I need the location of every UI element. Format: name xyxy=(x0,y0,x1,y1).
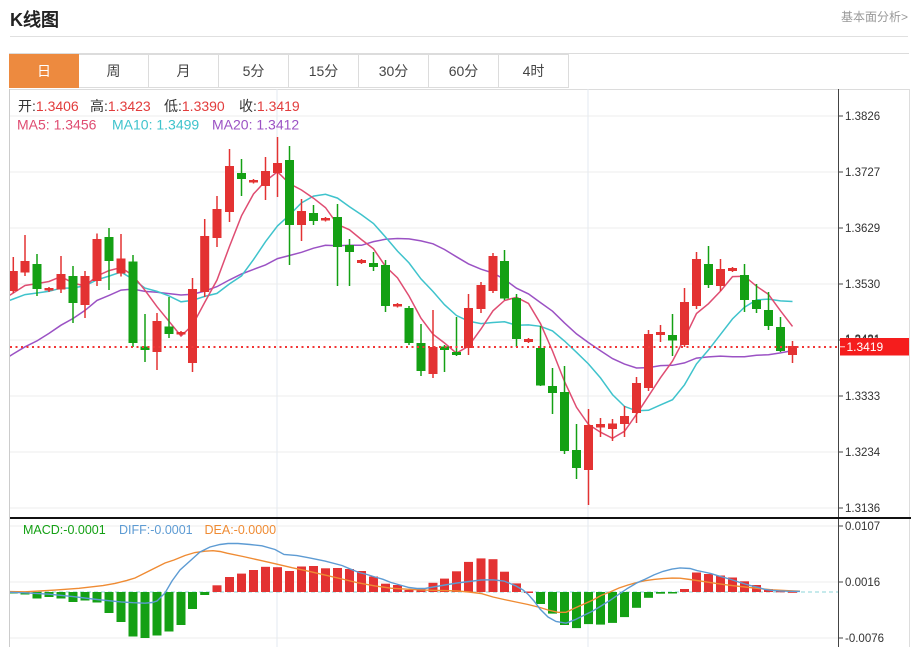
svg-text:1.3333: 1.3333 xyxy=(845,391,880,403)
svg-text:MA20: 1.3412: MA20: 1.3412 xyxy=(212,117,299,133)
svg-text:0.0016: 0.0016 xyxy=(845,577,880,589)
svg-text:1.3530: 1.3530 xyxy=(845,279,880,291)
svg-text:高:1.3423: 高:1.3423 xyxy=(90,98,151,114)
svg-text:MACD:-0.0001: MACD:-0.0001 xyxy=(23,523,106,537)
svg-text:1.3136: 1.3136 xyxy=(845,503,880,515)
svg-text:1.3826: 1.3826 xyxy=(845,111,880,123)
svg-text:DEA:-0.0000: DEA:-0.0000 xyxy=(205,523,277,537)
svg-text:1.3727: 1.3727 xyxy=(845,167,880,179)
svg-text:DIFF:-0.0001: DIFF:-0.0001 xyxy=(119,523,193,537)
svg-text:-0.0076: -0.0076 xyxy=(845,633,884,645)
svg-text:1.3419: 1.3419 xyxy=(847,340,884,354)
svg-text:1.3629: 1.3629 xyxy=(845,223,880,235)
svg-text:MA10: 1.3499: MA10: 1.3499 xyxy=(112,117,199,133)
svg-text:0.0107: 0.0107 xyxy=(845,521,880,533)
svg-text:MA5: 1.3456: MA5: 1.3456 xyxy=(17,117,97,133)
svg-text:收:1.3419: 收:1.3419 xyxy=(239,98,300,114)
svg-text:开:1.3406: 开:1.3406 xyxy=(18,98,79,114)
svg-text:低:1.3390: 低:1.3390 xyxy=(164,98,225,114)
svg-text:1.3234: 1.3234 xyxy=(845,447,881,459)
